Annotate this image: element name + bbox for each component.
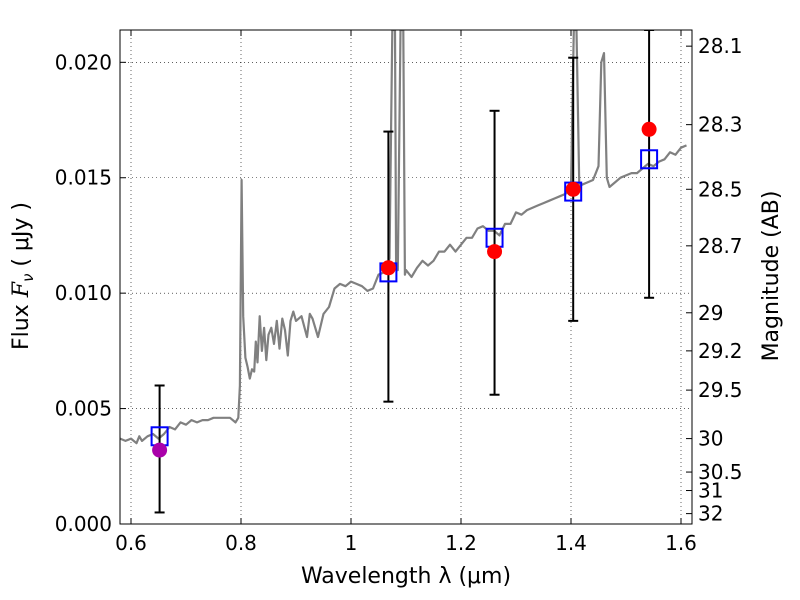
y-tick-label: 0.005 [55,397,112,421]
y-axis-label-left: Flux Fν ( μJy ) [9,202,37,350]
plot-frame [119,29,693,525]
right-tick-label: 28.1 [698,34,743,58]
y-label-symbol: F [9,281,34,298]
observed-point [641,121,657,137]
sed-spectrum-line [120,30,687,445]
right-tick-label: 28.5 [698,177,743,201]
x-tick-label: 1.2 [445,531,477,555]
right-tick-label: 30.5 [698,460,743,484]
axes-ticks: 0.6 0.8 1 1.2 1.4 1.6 0.000 0.005 0.010 0.015 0.02… [55,30,743,555]
y-tick-label: 0.015 [55,166,112,190]
observed-point [380,260,396,276]
y-axis-label-right: Magnitude (AB) [759,191,784,362]
x-tick-label: 0.8 [225,531,257,555]
x-tick-label: 1.4 [555,531,587,555]
x-tick-label: 0.6 [115,531,147,555]
right-tick-label: 28.7 [698,234,743,258]
y-tick-label: 0.000 [55,512,112,536]
x-axis-label: Wavelength λ (μm) [301,564,511,589]
right-tick-label: 31 [698,479,723,503]
y-label-prefix: Flux [9,297,34,350]
observed-point [152,442,168,458]
right-tick-label: 29 [698,301,723,325]
y-tick-label: 0.020 [55,50,112,74]
right-tick-label: 28.3 [698,113,743,137]
observed-point [487,244,503,260]
right-tick-label: 32 [698,502,723,526]
y-tick-label: 0.010 [55,281,112,305]
plot-area [120,30,687,514]
y-label-unit: ( μJy ) [9,202,34,274]
right-tick-label: 29.5 [698,378,743,402]
x-tick-label: 1.6 [665,531,697,555]
model-point-square [640,149,659,170]
observed-point [565,181,581,197]
y-label-subscript: ν [19,274,37,282]
right-tick-label: 29.2 [698,339,743,363]
right-tick-label: 30 [698,427,723,451]
x-tick-label: 1 [345,531,358,555]
